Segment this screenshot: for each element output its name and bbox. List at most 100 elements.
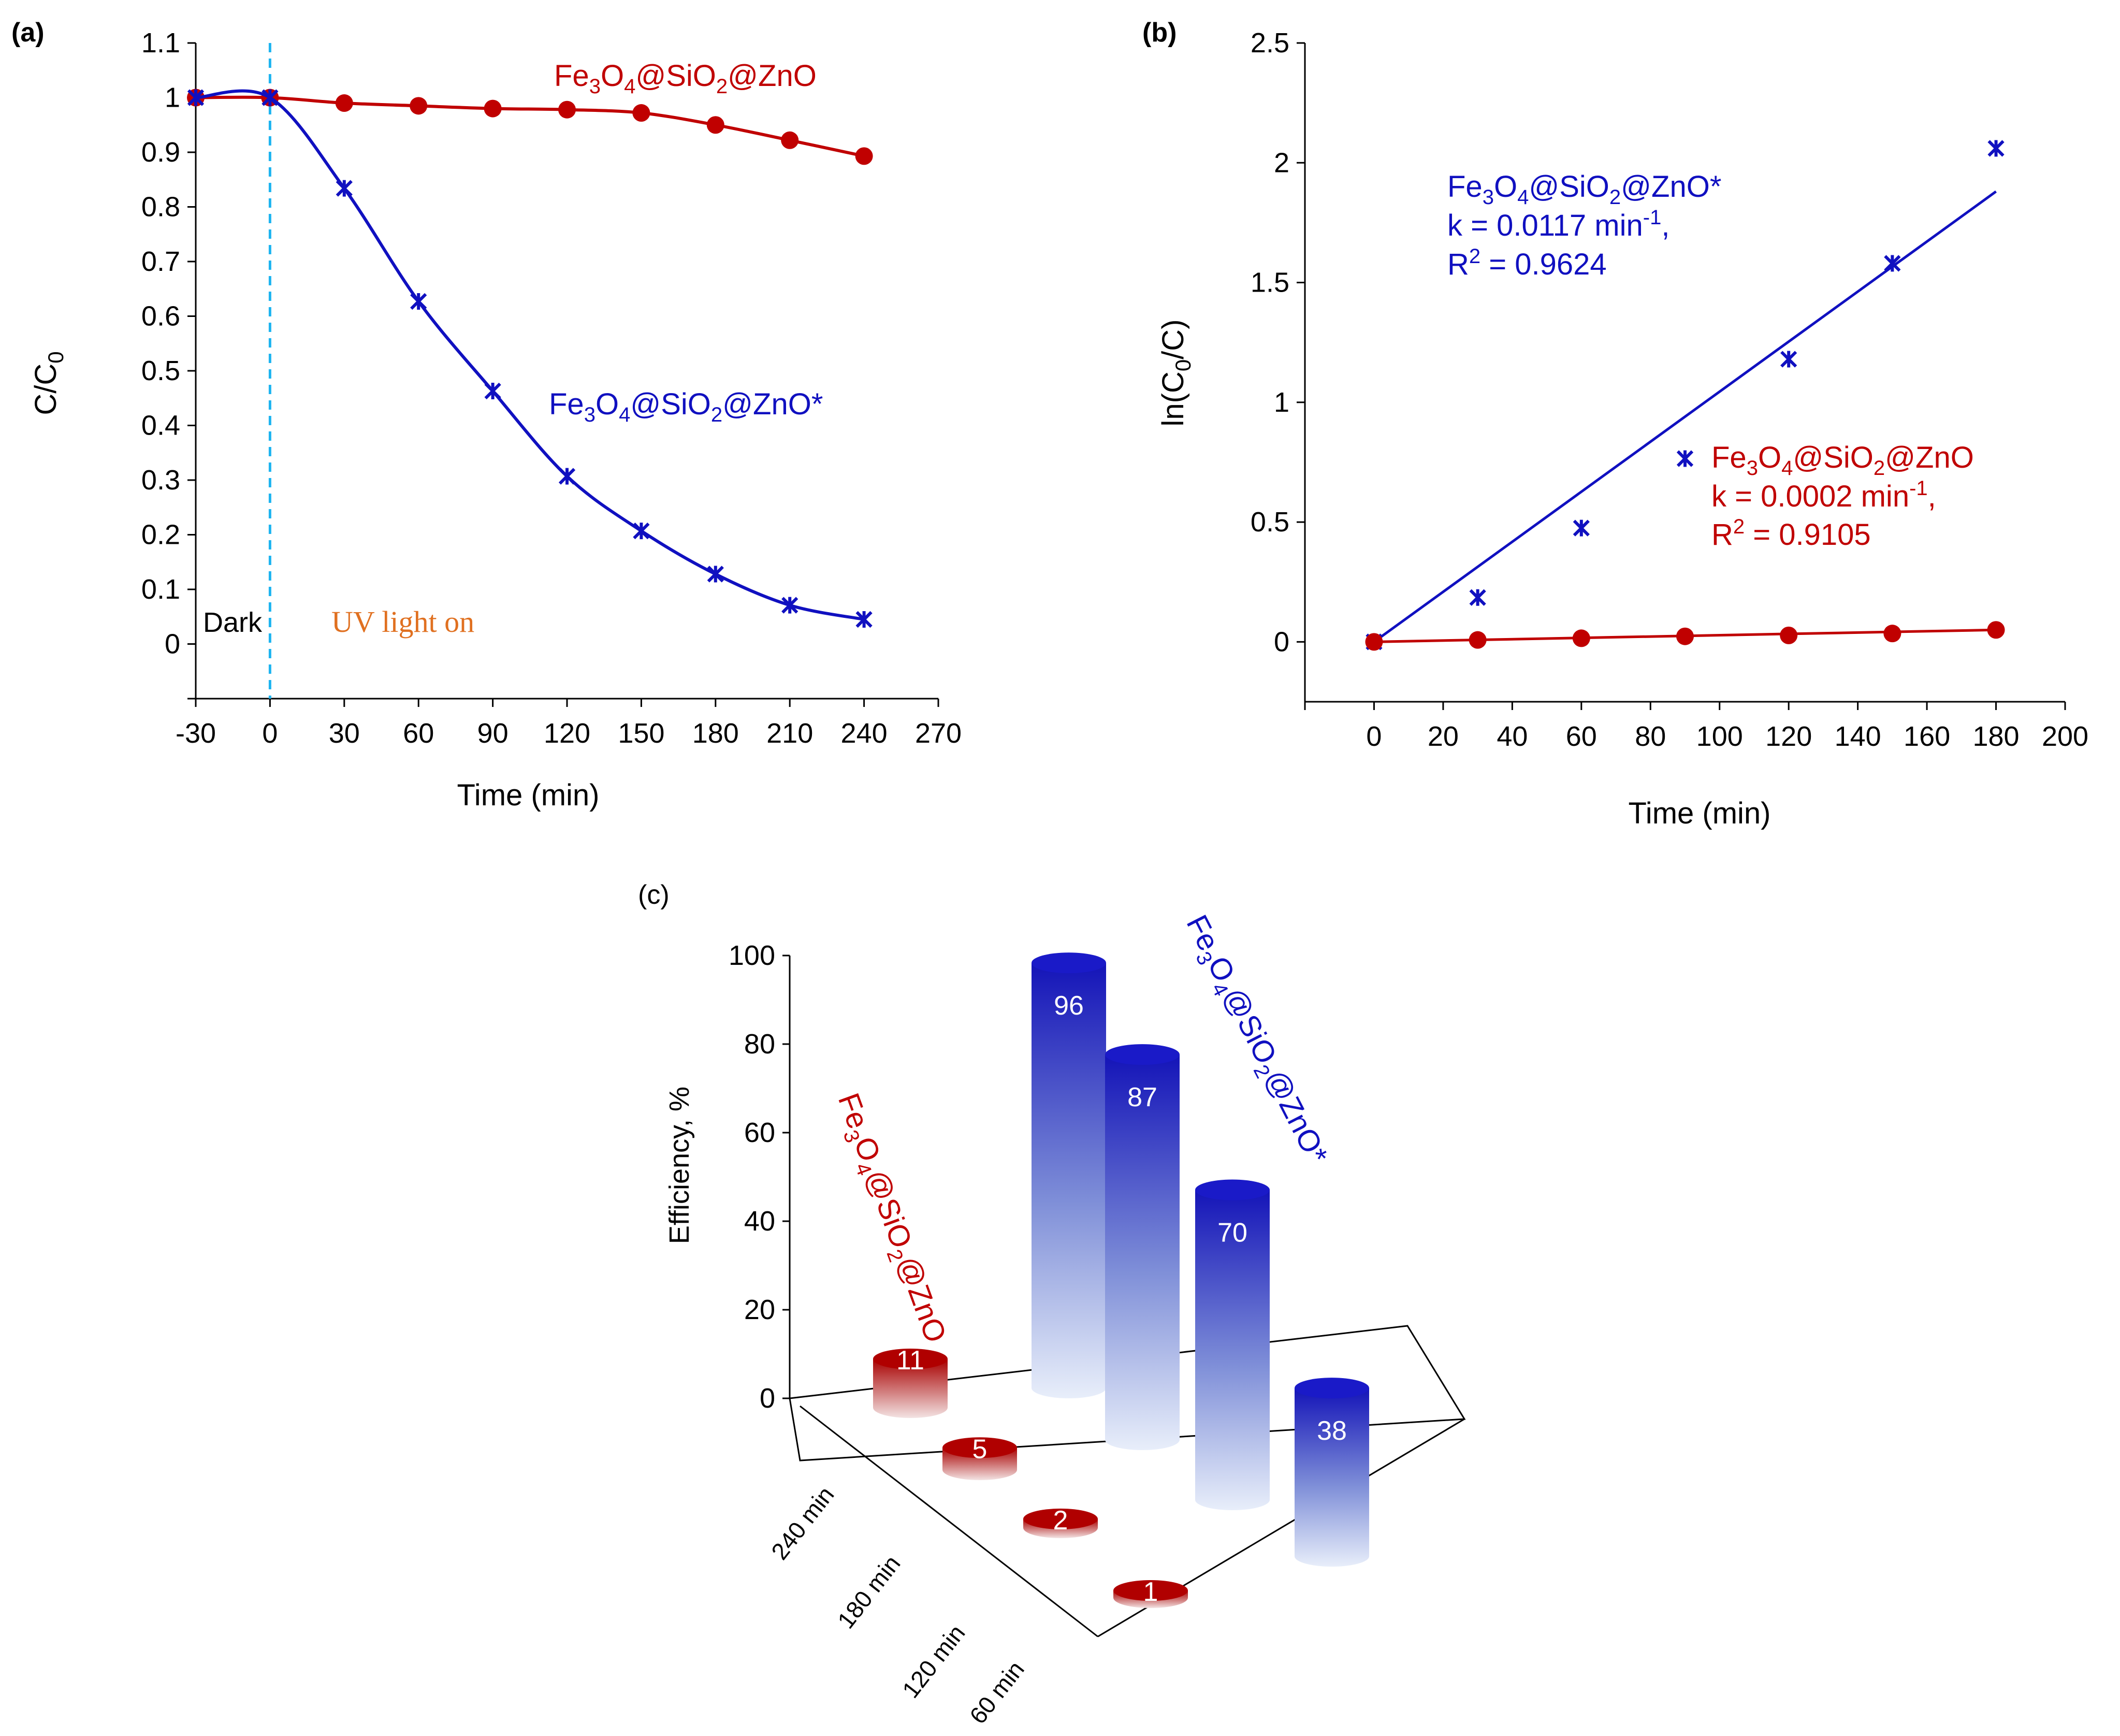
- panel-a-x-tick-label: 120: [544, 718, 590, 749]
- panel-a-x-tick-label: 150: [618, 718, 664, 749]
- panel-c-bar-blue-value-label: 96: [1054, 991, 1084, 1021]
- panel-c-bar-blue: 70: [1195, 1179, 1270, 1510]
- panel-c-bar-blue-body: [1195, 1190, 1270, 1510]
- panel-b-y-tick-label: 1.5: [1251, 267, 1289, 298]
- panel-b-point-red: [1676, 627, 1694, 645]
- panel-b-point-blue: [1884, 255, 1901, 272]
- panel-c-bar-blue-top: [1195, 1179, 1270, 1200]
- panel-c-category-label: 240 min: [766, 1481, 839, 1565]
- panel-a-x-title: Time (min): [457, 778, 600, 812]
- panel-c-y-tick-label: 80: [744, 1029, 775, 1060]
- panel-c-bar-blue-value-label: 87: [1127, 1082, 1157, 1112]
- panel-c-y-tick-label: 0: [760, 1383, 775, 1414]
- panel-b-x-tick-label: 40: [1497, 721, 1528, 752]
- panel-b-x-tick-label: 120: [1765, 721, 1812, 752]
- panel-b-point-red: [1987, 621, 2005, 639]
- panel-b-point-blue: [1987, 140, 2005, 157]
- panel-a-point-blue: [410, 293, 427, 310]
- panel-b-r2-blue: R2 = 0.9624: [1447, 245, 1607, 281]
- panel-c-bar-blue-body: [1105, 1054, 1180, 1450]
- panel-a-series-line-blue: [195, 89, 865, 621]
- panel-a-x-tick-label: 210: [766, 718, 813, 749]
- panel-a-y-tick-label: 0.8: [141, 192, 180, 223]
- panel-b-y-tick-label: 1: [1274, 387, 1289, 418]
- panel-c-bar-red-value-label: 11: [896, 1346, 924, 1376]
- panel-a-y-tick-label: 0: [165, 629, 180, 660]
- panel-c-bar-red-top: [1113, 1580, 1188, 1601]
- panel-c-bar-blue-value-label: 38: [1317, 1416, 1347, 1446]
- panel-b-point-red: [1572, 629, 1590, 647]
- panel-a-point-blue: [781, 597, 798, 614]
- panel-a-point-red: [781, 131, 799, 149]
- panel-c-category-label: 180 min: [832, 1550, 906, 1633]
- panel-c-bar-red-value-label: 1: [1143, 1577, 1158, 1607]
- panel-b-x-tick-label: 140: [1835, 721, 1881, 752]
- panel-a-series-line-red: [195, 95, 865, 158]
- panel-b-x-tick-label: 20: [1428, 721, 1459, 752]
- panel-b-x-title: Time (min): [1629, 797, 1771, 830]
- panel-b-point-blue: [1676, 450, 1694, 467]
- panel-c-bar-red: 5: [942, 1434, 1017, 1480]
- panel-b-x-tick-label: 60: [1566, 721, 1597, 752]
- panel-c-bar-blue-top: [1105, 1044, 1180, 1065]
- panel-c-bar-red-value-label: 5: [972, 1434, 988, 1464]
- panel-c-bar-blue-top: [1295, 1378, 1369, 1399]
- panel-a-y-tick-label: 0.4: [141, 410, 180, 441]
- panel-a-x-tick-label: 60: [403, 718, 434, 749]
- panel-b-x-tick-label: 100: [1696, 721, 1743, 752]
- panel-b-scatter-chart: (b) 0 0.5 1 1.5 2 2.5 0 20 40 60 80 100 120 140 160 18…: [1142, 18, 2088, 830]
- panel-c-y-tick-label: 60: [744, 1117, 775, 1148]
- panel-a-point-blue: [558, 468, 576, 485]
- panel-a-x-tick-label: 240: [841, 718, 888, 749]
- panel-b-y-tick-label: 0.5: [1251, 507, 1289, 538]
- panel-c-label: (c): [638, 880, 670, 910]
- panel-c-y-title: Efficiency, %: [664, 1087, 695, 1244]
- panel-a-x-tick-label: 270: [915, 718, 962, 749]
- panel-b-x-tick-label: 80: [1635, 721, 1666, 752]
- panel-b-x-tick-label: 160: [1904, 721, 1950, 752]
- panel-c-bar-red: 1: [1113, 1577, 1188, 1608]
- panel-a-y-tick-label: 0.6: [141, 301, 180, 332]
- panel-a-legend-red: Fe3O4@SiO2@ZnO: [554, 59, 817, 98]
- panel-a-y-tick-label: 0.2: [141, 519, 180, 551]
- panel-a-x-tick-label: 0: [262, 718, 278, 749]
- panel-a-point-blue: [336, 180, 353, 197]
- panel-a-point-red: [558, 100, 576, 119]
- panel-a-point-red: [632, 104, 650, 122]
- panel-c-category-label: 60 min: [964, 1656, 1029, 1729]
- panel-b-legend-red: Fe3O4@SiO2@ZnO: [1711, 441, 1974, 480]
- panel-a-point-red: [335, 94, 353, 112]
- panel-a-x-tick-label: 30: [329, 718, 360, 749]
- panel-a-point-blue: [187, 89, 205, 106]
- panel-c-series-label-blue: Fe3O4@SiO2@ZnO*: [1175, 909, 1334, 1171]
- panel-b-y-title: ln(C0/C): [1156, 319, 1195, 426]
- panel-a-dark-label: Dark: [203, 607, 263, 638]
- panel-b-legend-blue: Fe3O4@SiO2@ZnO*: [1447, 170, 1721, 209]
- panel-b-label: (b): [1142, 18, 1177, 48]
- panel-b-x-tick-label: 200: [2042, 721, 2088, 752]
- panel-b-point-blue: [1780, 351, 1797, 368]
- panel-a-legend-blue: Fe3O4@SiO2@ZnO*: [549, 387, 823, 426]
- panel-c-y-ticks: 0 20 40 60 80 100: [729, 940, 790, 1414]
- panel-c-bar-red-top: [873, 1348, 948, 1369]
- panel-c-y-tick-label: 100: [729, 940, 775, 971]
- panel-a-y-tick-label: 1: [165, 82, 180, 113]
- panel-a-point-red: [855, 147, 873, 165]
- panel-c-y-tick-label: 20: [744, 1294, 775, 1325]
- panel-b-y-tick-label: 0: [1274, 626, 1289, 657]
- panel-b-point-red: [1365, 633, 1383, 651]
- panel-c-bar-blue-top: [1032, 952, 1106, 974]
- panel-a-y-tick-label: 0.5: [141, 355, 180, 386]
- panel-b-x-tick-label: 180: [1972, 721, 2019, 752]
- panel-a-y-tick-label: 0.9: [141, 137, 180, 168]
- panel-c-bar-red-top: [942, 1437, 1017, 1458]
- panel-c-bar-blue-body: [1032, 963, 1106, 1398]
- panel-a-y-tick-label: 0.3: [141, 465, 180, 496]
- panel-c-series-label-red: Fe3O4@SiO2@ZnO: [826, 1089, 953, 1349]
- panel-b-point-red: [1780, 626, 1798, 644]
- panel-c-bar-blue-value-label: 70: [1217, 1218, 1247, 1248]
- panel-a-x-tick-label: -30: [176, 718, 216, 749]
- panel-b-x-tick-label: 0: [1366, 721, 1382, 752]
